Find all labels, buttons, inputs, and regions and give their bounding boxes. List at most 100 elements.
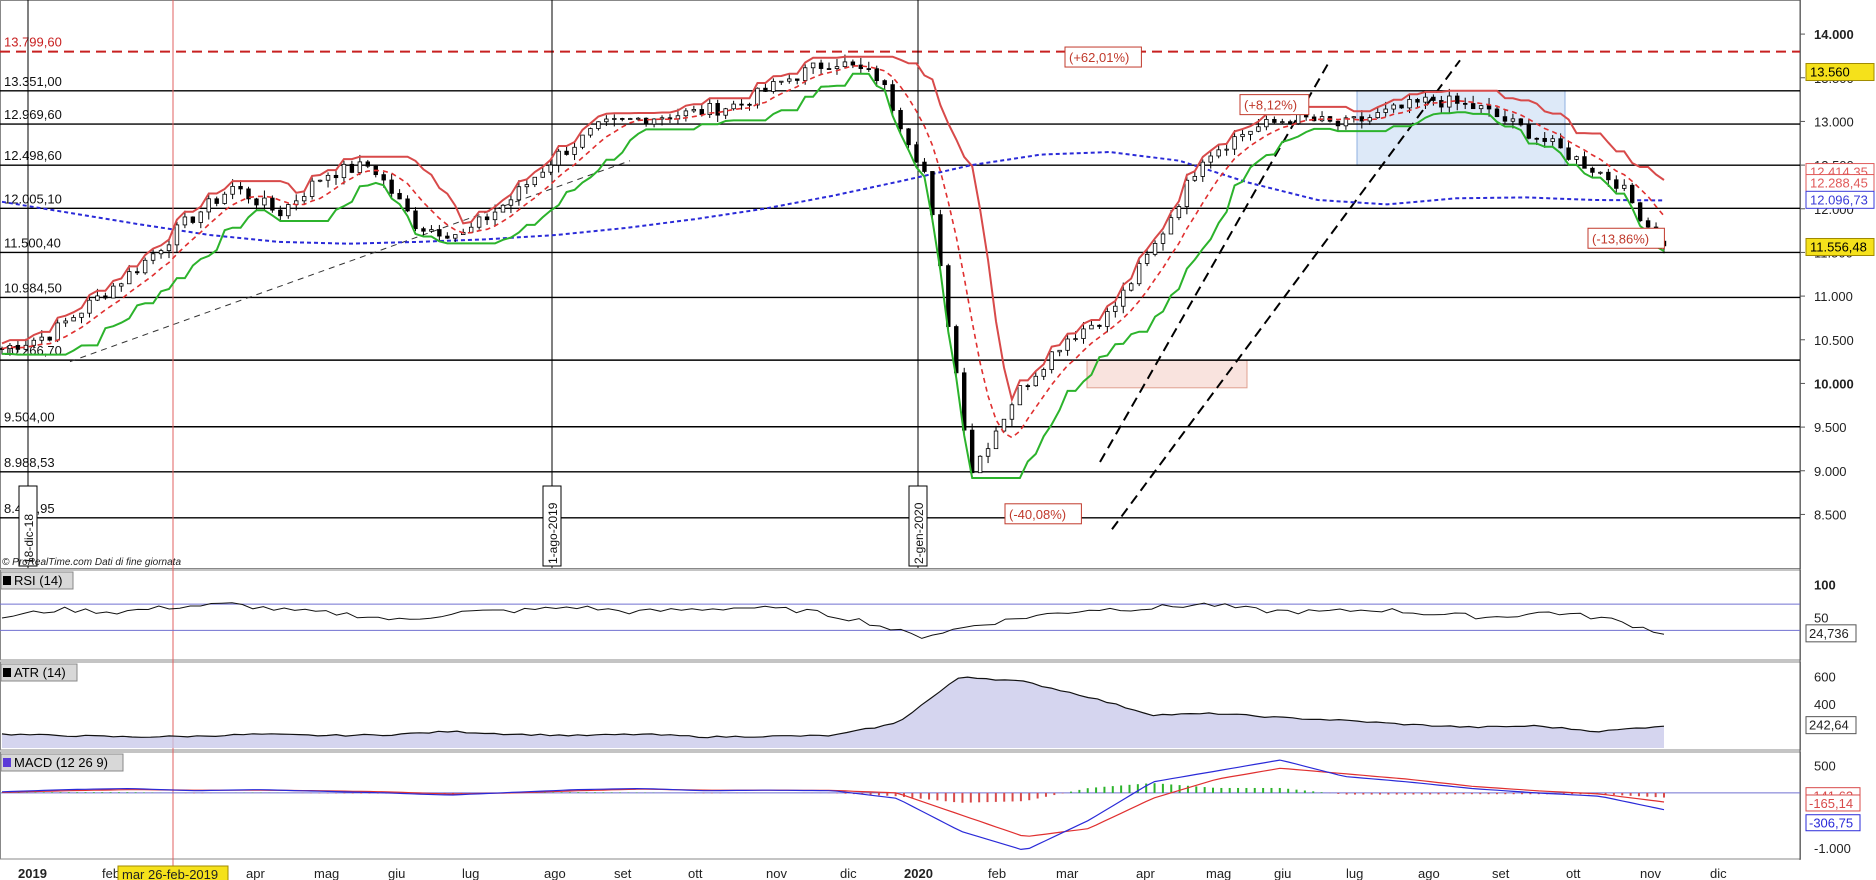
candle-body [1184, 179, 1190, 207]
candle-body [1113, 305, 1118, 312]
x-axis-label: lug [1346, 866, 1363, 880]
candle-body [301, 196, 307, 202]
candle-body [691, 109, 697, 112]
candle-body [604, 118, 609, 123]
x-axis-label: set [614, 866, 632, 880]
candle-body [1391, 104, 1396, 110]
candle-body [111, 285, 116, 299]
candle-body [1232, 136, 1237, 150]
rsi-value-badge [1805, 624, 1857, 643]
candle-body [731, 103, 736, 110]
candle-body [1208, 155, 1213, 163]
y-tick-label: 13.000 [1814, 114, 1854, 129]
candle-body [564, 150, 569, 155]
candle-body [1192, 175, 1198, 181]
candle-body [1343, 117, 1349, 127]
candle-body [1136, 263, 1142, 285]
candle-body [659, 117, 665, 120]
x-axis-label: apr [246, 866, 265, 880]
candle-body [286, 204, 291, 217]
candle-body [1629, 184, 1635, 204]
candle-body [1240, 133, 1245, 138]
rsi-line [1, 602, 1665, 639]
support-stop-line [2, 72, 1665, 479]
percent-annotation-box [1239, 94, 1310, 116]
candle-body [707, 103, 712, 115]
candle-body [500, 204, 506, 213]
candle-body [413, 210, 418, 230]
vertical-marker-box [18, 485, 38, 567]
candle-body [230, 185, 235, 195]
candle-body [47, 336, 52, 341]
candle-body [198, 211, 204, 223]
candle-body [278, 209, 283, 217]
candle-body [874, 68, 879, 82]
macd-color-swatch [3, 758, 11, 767]
candle-body [834, 66, 840, 69]
cursor-date-badge [117, 865, 229, 880]
vertical-marker-box [908, 485, 928, 567]
candle-body [993, 430, 999, 450]
rsi-title-box [0, 571, 74, 590]
candle-body [1176, 206, 1182, 219]
x-axis-label: mag [1206, 866, 1231, 880]
x-axis-label: feb [102, 866, 120, 880]
candle-body [1288, 121, 1293, 125]
price-badge-label: 12.096,73 [1810, 192, 1868, 207]
candle-body [715, 103, 720, 116]
rsi-tick-label: 50 [1814, 610, 1828, 625]
candle-body [810, 62, 816, 69]
candle-body [1637, 202, 1643, 222]
macd-tick-label: -1.000 [1814, 841, 1851, 856]
candle-body [1335, 120, 1341, 127]
candle-body [795, 78, 800, 81]
price-level-label: 12.005,10 [4, 191, 62, 206]
candle-body [1121, 289, 1126, 307]
candle-body [1041, 369, 1046, 377]
candle-body [1486, 105, 1492, 110]
moving-average-line [1, 65, 1665, 439]
candle-body [1415, 99, 1420, 103]
percent-annotation: (+62,01%) [1069, 50, 1129, 65]
candle-body [389, 179, 394, 194]
candle-body [1359, 116, 1365, 122]
price-level-label: 11.500,40 [4, 235, 61, 250]
candle-body [580, 134, 585, 148]
candle-body [508, 199, 514, 206]
x-axis-label: nov [766, 866, 787, 880]
candle-body [492, 211, 498, 221]
candle-body [1311, 116, 1317, 122]
macd-last-value: -306,75 [1809, 816, 1853, 831]
candle-body [1645, 220, 1651, 228]
candle-body [1073, 338, 1078, 340]
candle-body [850, 61, 856, 66]
percent-annotation-box [1587, 227, 1665, 249]
source-credit: © ProRealTime.com Dati di fine giornata [2, 557, 181, 568]
x-axis-label: 2020 [904, 866, 933, 880]
candle-body [1001, 418, 1007, 432]
main-panel-frame [0, 0, 1801, 569]
candle-body [182, 216, 188, 226]
candle-body [254, 198, 259, 206]
candle-body [79, 312, 84, 318]
candle-body [1510, 118, 1516, 122]
y-tick-label: 11.000 [1814, 289, 1853, 304]
candle-body [588, 128, 593, 136]
candle-body [421, 228, 426, 232]
x-axis-label: ott [688, 866, 703, 880]
candle-body [572, 146, 577, 155]
price-level-label: 9.504,00 [4, 410, 55, 425]
candle-body [174, 224, 180, 246]
candle-body [755, 87, 760, 106]
candle-body [524, 184, 530, 188]
y-tick-label: 9.000 [1814, 464, 1847, 479]
candle-body [922, 161, 927, 172]
candle-body [1407, 99, 1412, 109]
y-tick-label: 10.000 [1814, 376, 1854, 391]
candle-body [763, 87, 768, 92]
percent-annotation-box [1064, 46, 1142, 68]
macd-line [1, 759, 1665, 851]
candle-body [341, 163, 347, 179]
candle-body [365, 161, 370, 167]
